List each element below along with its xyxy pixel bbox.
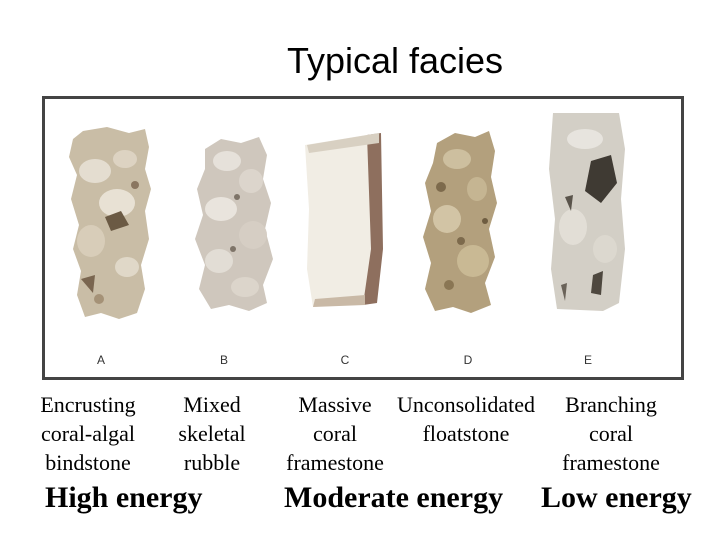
core-sample-b: [195, 137, 273, 311]
sample-letter-d: D: [464, 353, 473, 367]
core-sample-c: [305, 133, 383, 307]
moderate-energy-label: Moderate energy: [284, 481, 504, 514]
caption-a: Encrusting coral-algal bindstone: [40, 392, 136, 475]
caption-d: Unconsolidated floatstone: [396, 392, 536, 446]
caption-e: Branching coral framestone: [562, 392, 660, 475]
sample-letter-c: C: [341, 353, 350, 367]
sample-letter-a: A: [97, 353, 105, 367]
core-sample-e: [549, 113, 625, 311]
high-energy-label: High energy: [45, 481, 203, 514]
caption-b: Mixed skeletal rubble: [178, 392, 246, 475]
slide-title: Typical facies: [286, 40, 504, 81]
low-energy-label: Low energy: [541, 481, 692, 514]
core-sample-d: [423, 131, 497, 313]
sample-letter-b: B: [220, 353, 228, 367]
caption-c: Massive coral framestone: [286, 392, 384, 475]
core-sample-a: [69, 127, 151, 319]
sample-letter-e: E: [584, 353, 592, 367]
core-samples-photo: A B C D E: [42, 96, 684, 380]
